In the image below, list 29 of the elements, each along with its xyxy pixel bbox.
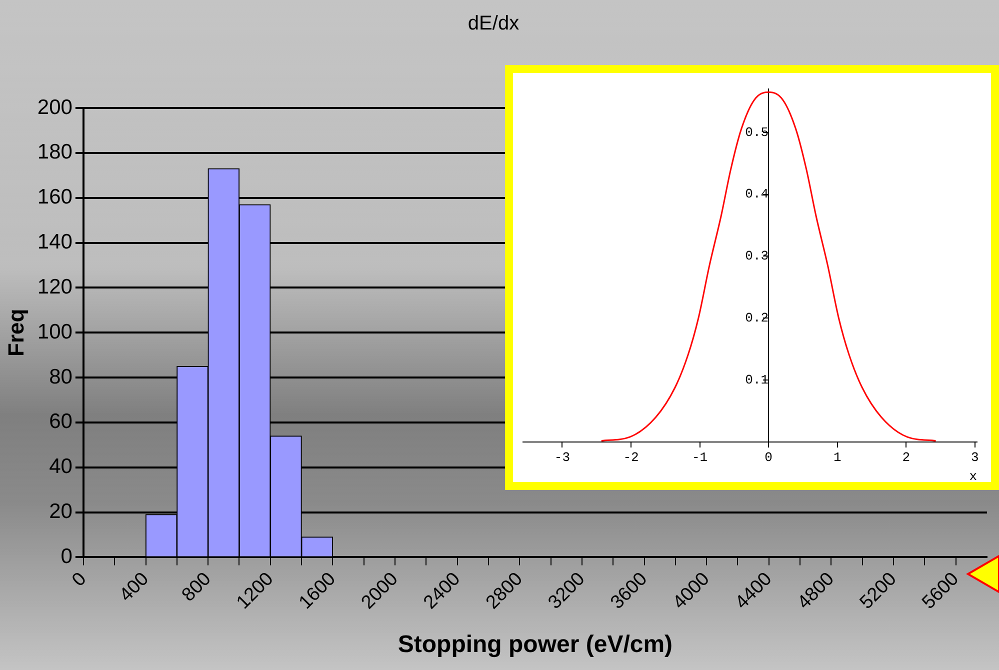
- y-tick-label: 100: [37, 320, 72, 344]
- x-tick-label: -3: [554, 450, 570, 466]
- y-tick-label: 160: [37, 186, 72, 209]
- x-tick-label: 800: [178, 568, 216, 606]
- x-axis-title: x: [969, 468, 978, 484]
- y-tick-label: 0.1: [745, 372, 769, 388]
- y-tick-label: 0.5: [745, 124, 769, 140]
- y-tick-label: 0.2: [745, 310, 769, 326]
- x-tick-label: 3: [971, 450, 979, 466]
- x-tick-label: 1: [833, 450, 842, 466]
- y-tick-label: 80: [49, 365, 72, 388]
- chart-title: dE/dx: [468, 12, 520, 35]
- y-tick-label: 40: [49, 455, 72, 478]
- y-tick-label: 200: [37, 96, 72, 119]
- y-tick-label: 0: [60, 544, 72, 568]
- x-tick-label: 400: [116, 568, 153, 606]
- y-tick-label: 180: [37, 140, 72, 164]
- x-tick-label: -2: [623, 450, 639, 466]
- x-tick-label: -1: [692, 450, 708, 466]
- y-tick-label: 20: [49, 500, 72, 524]
- y-tick-label: 120: [37, 275, 72, 298]
- line-series: [600, 91, 936, 442]
- y-tick-label: 0.3: [745, 248, 769, 264]
- y-tick-label: 140: [37, 230, 72, 254]
- x-tick-label: 2: [902, 450, 910, 466]
- x-tick-label: 0: [68, 568, 91, 591]
- y-axis-title: Freq: [3, 308, 28, 356]
- x-axis-title: Stopping power (eV/cm): [398, 631, 673, 658]
- y-tick-label: 60: [49, 410, 72, 434]
